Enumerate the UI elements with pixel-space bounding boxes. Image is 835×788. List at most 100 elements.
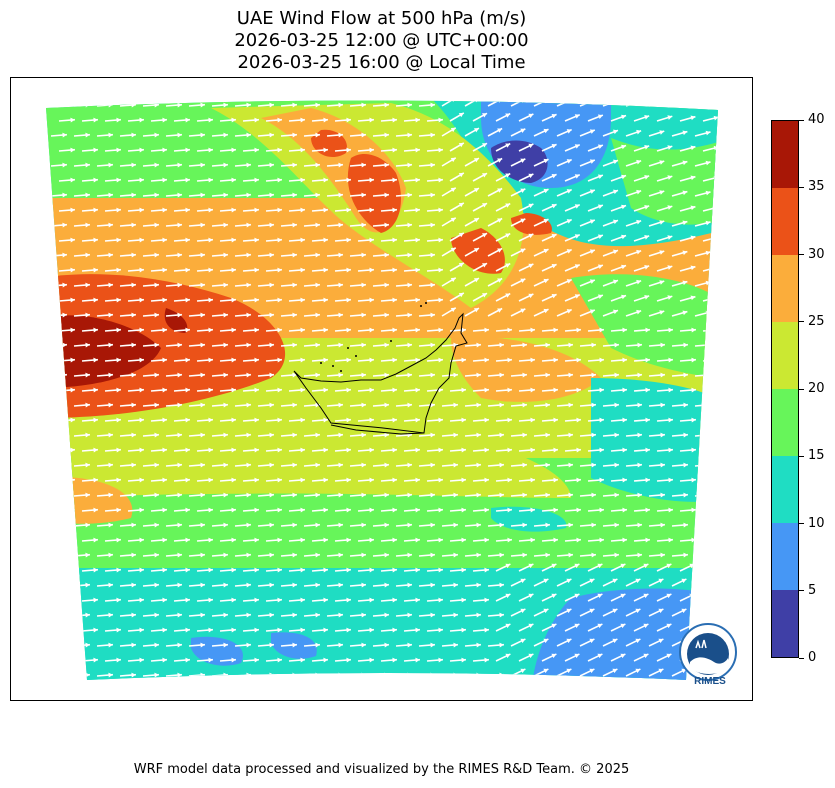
wind-arrow-head — [430, 372, 435, 378]
wind-arrow-head — [139, 387, 144, 393]
wind-arrow — [519, 684, 533, 691]
field-west-darkred — [46, 315, 161, 388]
wind-arrow-head — [683, 552, 688, 558]
wind-arrow-head — [645, 357, 650, 363]
wind-arrow-head — [450, 277, 456, 283]
wind-arrow-head — [520, 578, 526, 584]
wind-arrow-head — [392, 357, 397, 363]
wind-arrow-head — [231, 297, 236, 303]
wind-arrow-head — [185, 327, 190, 333]
wind-arrow-head — [407, 312, 412, 318]
wind-arrow-head — [361, 552, 366, 558]
wind-arrow — [73, 103, 91, 107]
uae-border — [293, 312, 468, 434]
wind-arrow-head — [667, 265, 673, 270]
wind-arrow-head — [729, 373, 734, 378]
wind-arrow-head — [338, 132, 343, 138]
wind-arrow-head — [507, 417, 512, 423]
wind-arrow-head — [70, 657, 75, 663]
wind-arrow-head — [139, 447, 144, 453]
wind-arrow-head — [223, 222, 228, 228]
wind-arrow-head — [154, 402, 159, 408]
wind-arrow-head — [643, 563, 649, 569]
wind-arrow-head — [384, 192, 389, 198]
wind-arrow-head — [277, 207, 282, 213]
wind-arrow-head — [476, 462, 481, 468]
wind-arrow-head — [93, 688, 98, 693]
wind-arrow-head — [223, 552, 228, 558]
wind-arrow-head — [231, 567, 236, 573]
wind-arrow-head — [269, 102, 274, 108]
wind-arrow-head — [269, 522, 274, 528]
wind-arrow-head — [461, 327, 466, 333]
wind-arrow-head — [461, 447, 466, 453]
wind-arrow-head — [613, 129, 618, 135]
wind-arrow-head — [254, 507, 259, 513]
wind-arrow-head — [568, 552, 573, 558]
wind-arrow-head — [269, 642, 274, 648]
wind-arrow-head — [682, 160, 688, 166]
wind-arrow-head — [499, 642, 504, 648]
wind-arrow-head — [85, 612, 90, 618]
wind-arrow-head — [177, 192, 182, 198]
wind-arrow-head — [139, 207, 144, 213]
wind-arrow — [694, 523, 712, 527]
wind-arrow-head — [131, 402, 136, 408]
wind-arrow-head — [292, 282, 297, 288]
wind-arrow-head — [589, 100, 595, 104]
wind-arrow — [726, 330, 742, 331]
wind-arrow-head — [574, 174, 580, 179]
wind-arrow-head — [369, 417, 374, 423]
wind-arrow-head — [70, 627, 75, 633]
wind-arrow-head — [116, 477, 121, 483]
wind-arrow-head — [614, 462, 619, 468]
wind-arrow-head — [522, 372, 527, 378]
wind-arrow-head — [231, 387, 236, 393]
wind-arrow-head — [392, 297, 397, 303]
wind-arrow-head — [543, 128, 549, 134]
wind-arrow-head — [737, 448, 742, 453]
wind-arrow-head — [223, 372, 228, 378]
wind-arrow-head — [338, 282, 343, 288]
wind-arrow-head — [361, 402, 366, 408]
wind-arrow-head — [254, 387, 259, 393]
wind-arrow-head — [407, 192, 412, 198]
wind-arrow — [303, 673, 321, 677]
wind-arrow-head — [384, 672, 389, 678]
wind-arrow-head — [438, 417, 443, 423]
wind-arrow-head — [660, 462, 665, 468]
wind-arrow-head — [589, 219, 595, 224]
wind-arrow — [128, 690, 144, 691]
wind-arrow-head — [530, 387, 535, 393]
wind-arrow-head — [93, 417, 98, 423]
wind-arrow-head — [93, 297, 98, 303]
wind-arrow-head — [576, 507, 581, 513]
wind-arrow-head — [566, 668, 572, 674]
wind-arrow-head — [522, 342, 527, 348]
wind-arrow — [257, 673, 275, 677]
wind-arrow-head — [361, 252, 366, 258]
wind-arrow-head — [223, 192, 228, 198]
wind-arrow-head — [392, 688, 397, 693]
wind-arrow-head — [200, 612, 205, 618]
wind-arrow-head — [139, 147, 144, 153]
wind-arrow-head — [499, 342, 504, 348]
wind-arrow-head — [208, 297, 213, 303]
colorbar-segment — [772, 389, 798, 456]
wind-arrow-head — [566, 578, 572, 584]
wind-arrow-head — [683, 522, 688, 528]
wind-arrow-head — [660, 552, 665, 558]
wind-arrow-head — [473, 308, 479, 313]
wind-arrow-head — [85, 222, 90, 228]
wind-arrow-head — [154, 672, 159, 678]
wind-arrow-head — [231, 477, 236, 483]
wind-arrow-head — [208, 207, 213, 213]
wind-arrow-head — [108, 582, 113, 588]
wind-arrow-head — [384, 612, 389, 618]
wind-arrow-head — [461, 657, 466, 663]
wind-arrow-head — [682, 280, 688, 286]
wind-arrow-head — [93, 147, 98, 153]
wind-arrow-head — [438, 567, 443, 573]
wind-arrow-head — [415, 657, 420, 663]
wind-arrow — [487, 673, 505, 677]
